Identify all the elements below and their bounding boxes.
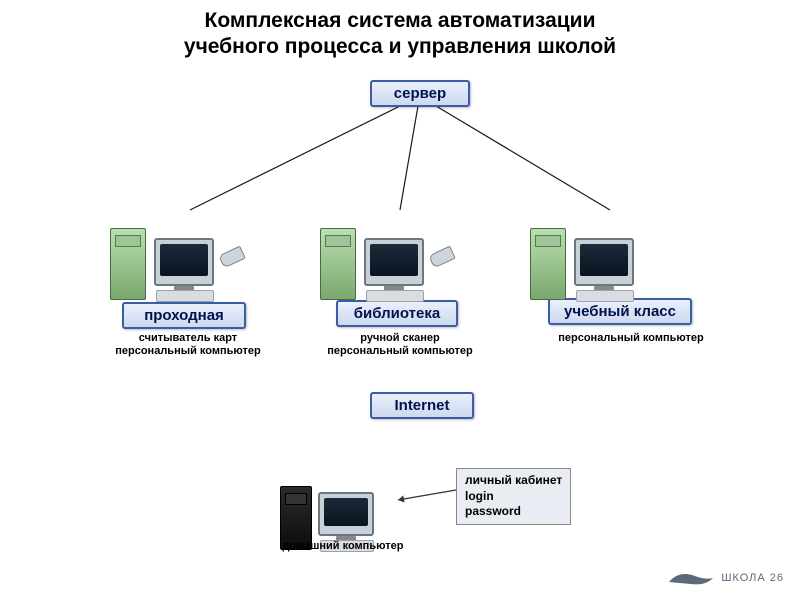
- workstation-class: [530, 200, 680, 300]
- caption-gate: считыватель картперсональный компьютер: [108, 332, 268, 357]
- pc-tower-icon: [110, 228, 146, 300]
- scanner-icon: [430, 250, 458, 270]
- login-box-line2: login: [465, 489, 562, 505]
- pc-monitor-icon: [574, 238, 634, 286]
- node-server-label: сервер: [394, 85, 446, 102]
- dolphin-icon: [665, 568, 717, 588]
- caption-home: домашний компьютер: [268, 540, 418, 553]
- pc-monitor-icon: [364, 238, 424, 286]
- node-internet: Internet: [370, 392, 474, 419]
- footer-logo: ШКОЛА 26: [665, 568, 784, 588]
- pc-keyboard-icon: [576, 290, 634, 302]
- page-title: Комплексная система автоматизации учебно…: [0, 8, 800, 61]
- login-box-line3: password: [465, 504, 562, 520]
- pc-monitor-icon: [318, 492, 374, 536]
- node-server: сервер: [370, 80, 470, 107]
- footer-text: ШКОЛА 26: [721, 572, 784, 584]
- node-gate-label: проходная: [144, 307, 224, 324]
- pc-keyboard-icon: [366, 290, 424, 302]
- node-library: библиотека: [336, 300, 458, 327]
- login-box: личный кабинет login password: [456, 468, 571, 525]
- node-class: учебный класс: [548, 298, 692, 325]
- node-library-label: библиотека: [354, 305, 440, 322]
- pc-tower-icon: [320, 228, 356, 300]
- workstation-library: [320, 200, 470, 300]
- caption-class: персональный компьютер: [546, 332, 716, 345]
- login-box-line1: личный кабинет: [465, 473, 562, 489]
- node-class-label: учебный класс: [564, 303, 676, 320]
- pc-monitor-icon: [154, 238, 214, 286]
- diagram-canvas: Комплексная система автоматизации учебно…: [0, 0, 800, 600]
- scanner-icon: [220, 250, 248, 270]
- caption-library: ручной сканерперсональный компьютер: [320, 332, 480, 357]
- node-gate: проходная: [122, 302, 246, 329]
- node-internet-label: Internet: [394, 397, 449, 414]
- title-line-1: Комплексная система автоматизации: [205, 9, 596, 32]
- home-computer: [280, 460, 400, 550]
- pc-keyboard-icon: [156, 290, 214, 302]
- workstation-gate: [110, 200, 260, 300]
- title-line-2: учебного процесса и управления школой: [184, 35, 616, 58]
- pc-tower-icon: [530, 228, 566, 300]
